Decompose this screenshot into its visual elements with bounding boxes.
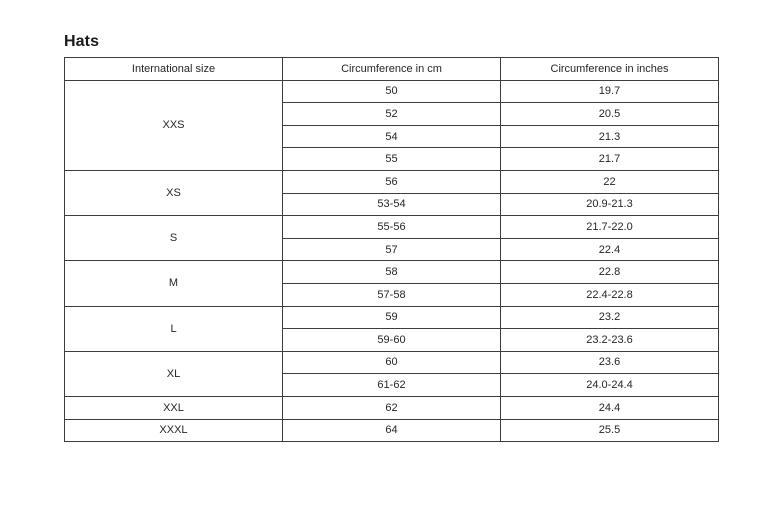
cm-cell: 55-56: [282, 215, 501, 239]
inches-cell: 23.2: [500, 305, 719, 330]
inches-cell: 23.2-23.6: [500, 328, 719, 352]
size-cell: XL: [64, 350, 283, 397]
table-row: S 55-56 21.7-22.0: [64, 215, 719, 262]
table-row: XXS 50 19.7: [64, 79, 719, 171]
column-header-circumference-cm: Circumference in cm: [282, 57, 501, 81]
inches-cell: 19.7: [500, 79, 719, 104]
page-title: Hats: [64, 33, 100, 51]
cm-cell: 56: [282, 169, 501, 194]
cm-cell: 50: [282, 79, 501, 104]
cm-cell: 53-54: [282, 192, 501, 217]
size-cell: XS: [64, 169, 283, 217]
cm-cell: 55: [282, 147, 501, 171]
table-row: XXL 62 24.4: [64, 395, 719, 420]
inches-cell: 22.4: [500, 237, 719, 262]
column-header-international-size: International size: [64, 57, 283, 81]
cm-cell: 60: [282, 350, 501, 375]
inches-cell: 21.7: [500, 147, 719, 171]
table-row: 54 21.3: [65, 124, 719, 149]
cm-cell: 52: [282, 102, 501, 126]
cm-cell: 62: [282, 395, 501, 420]
size-table-head: International size Circumference in cm C…: [64, 57, 719, 81]
inches-cell: 22.4-22.8: [500, 282, 719, 307]
inches-cell: 20.5: [500, 102, 719, 126]
inches-cell: 20.9-21.3: [500, 192, 719, 217]
table-row: M 58 22.8: [64, 260, 719, 307]
size-cell: XXS: [64, 79, 283, 171]
inches-cell: 21.7-22.0: [500, 215, 719, 239]
inches-cell: 23.6: [500, 350, 719, 375]
cm-cell: 54: [282, 124, 501, 149]
cm-cell: 57: [282, 237, 501, 262]
cm-cell: 57-58: [282, 282, 501, 307]
table-row: 53-54 20.9-21.3: [65, 192, 719, 217]
header-row: International size Circumference in cm C…: [64, 57, 719, 81]
table-row: 57-58 22.4-22.8: [65, 282, 719, 307]
cm-cell: 59-60: [282, 328, 501, 352]
hat-size-table: International size Circumference in cm C…: [64, 57, 719, 443]
size-cell: L: [64, 305, 283, 352]
cm-cell: 59: [282, 305, 501, 330]
cm-cell: 64: [282, 418, 501, 443]
size-table-body: XXS 50 19.7 52 20.5 54 21.3 55 21.7 XS 56 22 53-54 20…: [64, 79, 719, 443]
size-cell: M: [64, 260, 283, 307]
cm-cell: 58: [282, 260, 501, 284]
table-row: L 59 23.2: [64, 305, 719, 352]
inches-cell: 24.0-24.4: [500, 373, 719, 397]
table-row: XS 56 22: [64, 169, 719, 217]
inches-cell: 22.8: [500, 260, 719, 284]
inches-cell: 25.5: [500, 418, 719, 443]
cm-cell: 61-62: [282, 373, 501, 397]
inches-cell: 21.3: [500, 124, 719, 149]
inches-cell: 24.4: [500, 395, 719, 420]
inches-cell: 22: [500, 169, 719, 194]
table-row: XXXL 64 25.5: [64, 418, 719, 443]
size-cell: XXXL: [64, 418, 283, 443]
size-cell: XXL: [64, 395, 283, 420]
table-row: 57 22.4: [65, 237, 719, 262]
column-header-circumference-inches: Circumference in inches: [500, 57, 719, 81]
size-cell: S: [64, 215, 283, 262]
table-row: XL 60 23.6: [64, 350, 719, 397]
